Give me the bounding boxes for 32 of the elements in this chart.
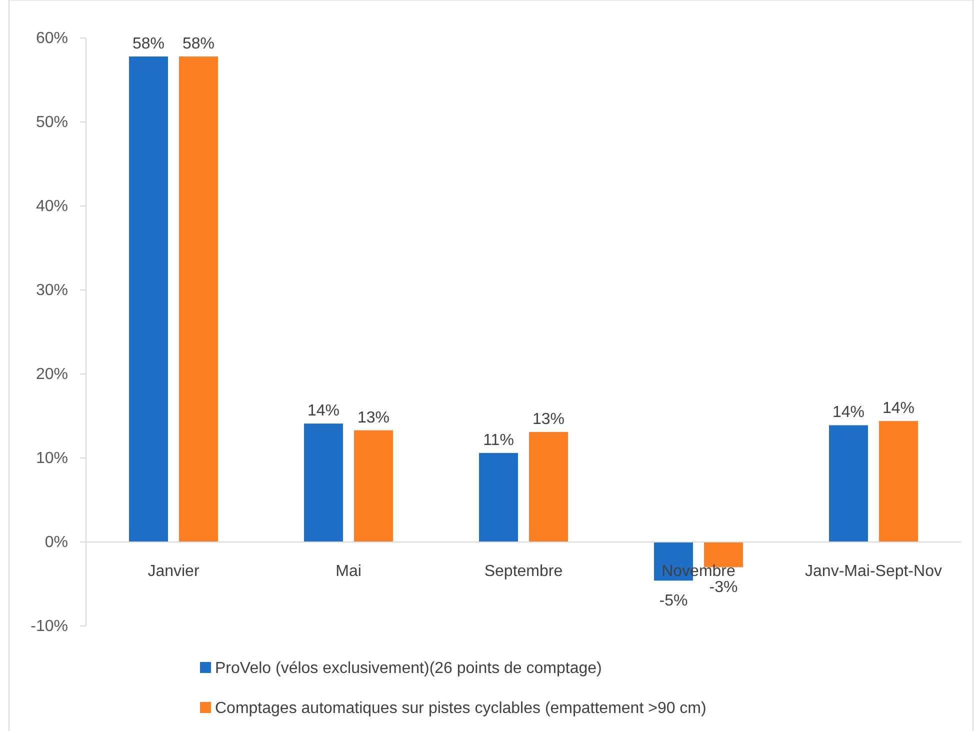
y-tick-label: -10% — [30, 618, 68, 635]
bar — [179, 56, 218, 542]
x-tick-label: Septembre — [484, 563, 563, 580]
data-label: 13% — [532, 410, 565, 428]
data-label: -3% — [709, 579, 738, 596]
data-label: 11% — [483, 432, 514, 449]
y-tick-label: 20% — [36, 366, 68, 383]
y-tick-label: 10% — [36, 450, 68, 467]
data-label: 58% — [132, 35, 165, 52]
data-label: 13% — [357, 409, 390, 426]
bar — [829, 425, 868, 542]
data-label: 58% — [182, 35, 215, 52]
legend-label: ProVelo (vélos exclusivement)(26 points de comptage) — [215, 660, 602, 677]
data-label: 14% — [832, 404, 865, 422]
x-tick-label: Janvier — [148, 563, 200, 580]
y-tick-label: 30% — [36, 282, 68, 299]
bar — [354, 430, 393, 542]
bar — [529, 432, 568, 542]
y-tick-label: 0% — [44, 534, 68, 551]
y-tick-label: 40% — [36, 198, 68, 215]
bar — [129, 56, 168, 542]
y-tick-label: 60% — [36, 30, 68, 47]
data-label: -5% — [659, 592, 688, 610]
x-tick-label: Mai — [336, 563, 362, 580]
bar — [304, 424, 343, 542]
data-label: 14% — [882, 400, 915, 418]
data-label: 14% — [307, 402, 340, 420]
y-tick-label: 50% — [36, 114, 68, 131]
bar — [479, 452, 518, 542]
legend-label: Comptages automatiques sur pistes cyclables (empattement >90 cm) — [215, 700, 706, 717]
bar — [879, 421, 918, 542]
x-tick-label: Janv-Mai-Sept-Nov — [805, 563, 942, 580]
